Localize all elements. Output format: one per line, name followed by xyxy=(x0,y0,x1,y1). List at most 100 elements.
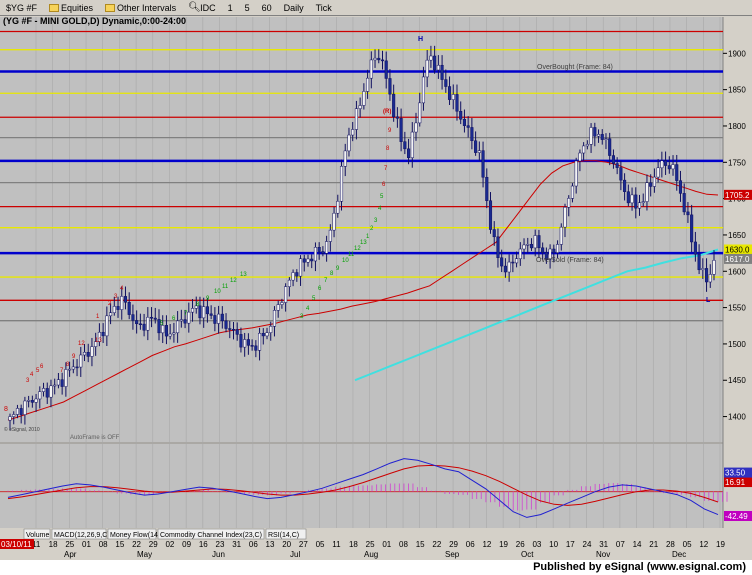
candle-body xyxy=(116,306,120,310)
sequence-count: 12 xyxy=(78,341,85,347)
price-tick-label: 1500 xyxy=(728,340,746,349)
candle-body xyxy=(548,248,552,260)
interval-daily-button[interactable]: Daily xyxy=(283,2,304,13)
candle-body xyxy=(183,319,187,324)
sma-red-line xyxy=(7,160,719,421)
candle-body xyxy=(645,182,649,202)
month-label: Nov xyxy=(596,550,610,559)
candle-body xyxy=(395,116,399,119)
candle-body xyxy=(392,93,396,118)
macd-panel xyxy=(0,444,723,528)
sequence-count: 7 xyxy=(384,166,388,172)
candle-body xyxy=(708,274,712,283)
date-label: 28 xyxy=(666,540,675,549)
candle-body xyxy=(45,388,49,398)
candle-body xyxy=(202,306,206,319)
candle-body xyxy=(444,79,448,87)
candle-body xyxy=(146,316,150,331)
interval-tick-button[interactable]: Tick xyxy=(315,2,332,13)
candle-body xyxy=(246,339,250,346)
toolbar: $YG #F Equities Other Intervals 🔍︎ IDC 1 … xyxy=(0,0,752,16)
indicator-tab-label: MACD(12,26,9,C) xyxy=(54,532,110,539)
equities-button[interactable]: Equities xyxy=(45,0,97,15)
interval-5-button[interactable]: 5 xyxy=(244,2,250,13)
sequence-count: 4 xyxy=(306,306,310,312)
indicator-tab[interactable] xyxy=(107,528,157,540)
other-intervals-button[interactable]: Other Intervals xyxy=(101,0,180,15)
autoframe-text: AutoFrame is OFF xyxy=(70,435,120,441)
candle-body xyxy=(179,319,183,322)
sequence-count: 1 xyxy=(366,234,370,240)
moving-average-red xyxy=(7,160,719,421)
price-tick-label: 1900 xyxy=(728,49,746,58)
date-label: 02 xyxy=(165,540,174,549)
candle-body xyxy=(276,304,280,311)
sequence-count: 6 xyxy=(40,364,44,370)
candle-body xyxy=(220,313,224,322)
candle-body xyxy=(213,315,217,324)
candle-body xyxy=(682,193,686,213)
price-badge-label: 1705.2 xyxy=(725,191,750,200)
date-label: 10 xyxy=(549,540,558,549)
date-label: 06 xyxy=(249,540,258,549)
candle-body xyxy=(447,86,452,100)
interval-60-button[interactable]: 60 xyxy=(261,2,272,13)
chart-area[interactable]: 1900185018001750170016501600155015001450… xyxy=(0,16,752,560)
sequence-count: 7 xyxy=(60,368,64,374)
sequence-count: 5 xyxy=(160,321,164,327)
candle-body xyxy=(79,354,83,368)
date-label: 27 xyxy=(299,540,308,549)
candle-body xyxy=(611,155,615,164)
sequence-count: 9 xyxy=(72,354,76,360)
symbol-field[interactable]: $YG #F xyxy=(6,2,38,13)
candle-body xyxy=(652,176,656,187)
candle-body xyxy=(459,110,463,120)
candle-body xyxy=(474,140,478,153)
candle-body xyxy=(336,200,340,214)
macd-badge xyxy=(724,477,752,488)
macd-line xyxy=(7,458,719,518)
date-label: 19 xyxy=(499,540,508,549)
candle-body xyxy=(675,164,679,181)
candle-body xyxy=(500,257,504,267)
candle-body xyxy=(522,244,526,250)
macd-badge-label: -42.49 xyxy=(725,512,748,521)
indicator-tab[interactable] xyxy=(265,528,307,540)
month-label: Sep xyxy=(445,550,460,559)
month-label: Apr xyxy=(64,550,77,559)
sma-cyan-line xyxy=(354,248,719,382)
candle-body xyxy=(56,379,60,386)
published-by-text: Published by eSignal (www.esignal.com) xyxy=(533,561,746,573)
candle-body xyxy=(347,134,351,152)
candle-body xyxy=(284,286,288,303)
candle-body xyxy=(317,247,321,252)
candle-body xyxy=(343,150,347,167)
candle-body xyxy=(377,57,381,61)
date-label: 29 xyxy=(449,540,458,549)
indicator-tab[interactable] xyxy=(51,528,107,540)
candle-body xyxy=(231,329,236,331)
sequence-count: 6 xyxy=(318,286,322,292)
candle-body xyxy=(82,352,87,356)
candle-body xyxy=(593,127,597,137)
candle-body xyxy=(515,258,519,264)
sequence-count: 13 xyxy=(95,338,102,344)
candle-body xyxy=(250,345,254,347)
price-tick-label: 1450 xyxy=(728,376,746,385)
candle-body xyxy=(358,105,362,109)
candle-body xyxy=(671,164,675,170)
candle-body xyxy=(462,118,466,126)
date-label: 24 xyxy=(583,540,592,549)
indicator-tab[interactable] xyxy=(23,528,51,540)
date-label: 25 xyxy=(366,540,375,549)
idc-button[interactable]: 🔍︎ IDC xyxy=(184,0,220,15)
candle-body xyxy=(228,328,232,330)
candle-body xyxy=(135,320,139,325)
candle-body xyxy=(518,248,522,259)
candle-body xyxy=(608,138,612,156)
candle-body xyxy=(488,200,493,230)
interval-1-button[interactable]: 1 xyxy=(227,2,233,13)
candle-body xyxy=(421,76,426,104)
indicator-tab[interactable] xyxy=(157,528,265,540)
candle-body xyxy=(373,57,377,61)
